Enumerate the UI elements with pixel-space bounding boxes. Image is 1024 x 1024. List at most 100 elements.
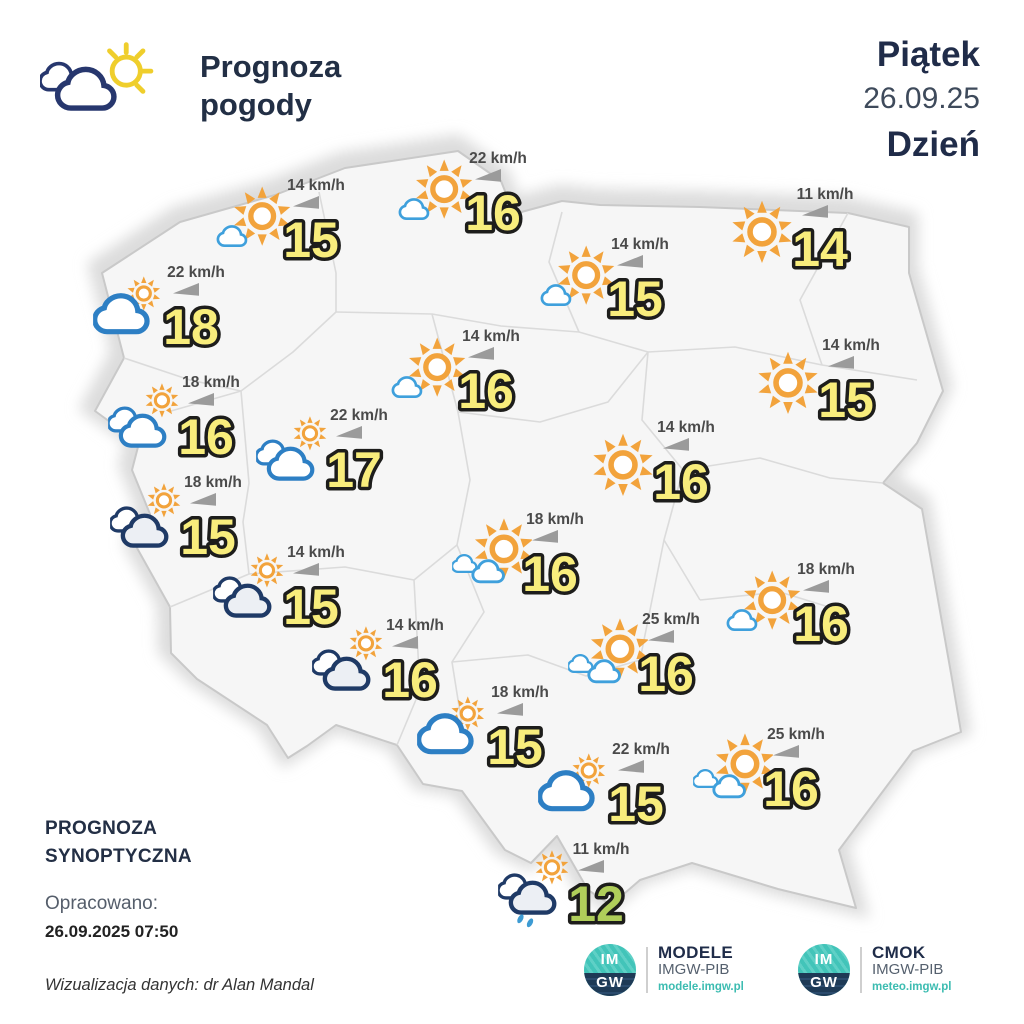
svg-text:18: 18 bbox=[163, 299, 219, 355]
svg-text:16: 16 bbox=[653, 454, 709, 510]
svg-text:16: 16 bbox=[522, 546, 578, 602]
prepared-datetime: 26.09.2025 07:50 bbox=[45, 922, 179, 941]
temperature-value: 16 bbox=[760, 758, 823, 821]
wind-speed-label: 14 km/h bbox=[462, 328, 520, 345]
wind-direction-arrow-icon bbox=[648, 630, 674, 643]
weather-station: 18 km/h 16 bbox=[723, 549, 893, 671]
imgw-monogram-im: IM bbox=[814, 951, 834, 968]
wind-direction-arrow-icon bbox=[475, 169, 501, 182]
wind-speed-label: 18 km/h bbox=[797, 561, 855, 578]
imgw-logo-icon: IM GW bbox=[798, 944, 850, 996]
temperature-value: 15 bbox=[604, 268, 667, 331]
svg-text:16: 16 bbox=[458, 363, 514, 419]
poland-outline bbox=[94, 150, 962, 909]
weather-station: 22 km/h 18 bbox=[93, 252, 263, 374]
temperature-value: 15 bbox=[605, 773, 668, 836]
temperature-value: 12 bbox=[565, 873, 628, 936]
day-name: Piątek bbox=[876, 35, 980, 74]
temperature-value: 16 bbox=[379, 649, 442, 712]
weather-station: 11 km/h 12 bbox=[498, 829, 668, 951]
weather-station: 22 km/h 15 bbox=[538, 729, 708, 851]
visualization-credit: Wizualizacja danych: dr Alan Mandal bbox=[45, 976, 314, 994]
weather-station: 11 km/h 14 bbox=[722, 174, 892, 296]
imgw-monogram-im: IM bbox=[600, 951, 620, 968]
logo-name: CMOK bbox=[872, 943, 926, 962]
svg-text:15: 15 bbox=[283, 579, 339, 635]
wind-direction-arrow-icon bbox=[663, 438, 689, 451]
weather-station: 14 km/h 16 bbox=[388, 316, 558, 438]
weather-station: 14 km/h 16 bbox=[583, 407, 753, 529]
weather-station: 22 km/h 16 bbox=[395, 138, 565, 260]
wind-speed-label: 22 km/h bbox=[612, 741, 670, 758]
wind-speed-label: 18 km/h bbox=[182, 374, 240, 391]
cmok-imgw-logo: IM GW CMOK IMGW-PIB meteo.imgw.pl bbox=[798, 944, 951, 996]
weather-station: 25 km/h 16 bbox=[693, 714, 863, 836]
weather-station: 18 km/h 15 bbox=[110, 462, 280, 584]
wind-direction-arrow-icon bbox=[578, 860, 604, 873]
logo-name: MODELE bbox=[658, 943, 734, 962]
logo-url: modele.imgw.pl bbox=[658, 981, 744, 993]
forecast-date-block: Piątek 26.09.25 Dzień bbox=[863, 34, 980, 168]
logo-divider bbox=[646, 947, 648, 993]
temperature-value: 16 bbox=[650, 451, 713, 514]
weather-station: 14 km/h 16 bbox=[312, 605, 482, 727]
temperature-value: 15 bbox=[815, 369, 878, 432]
weather-station: 14 km/h 15 bbox=[537, 224, 707, 346]
svg-text:15: 15 bbox=[607, 271, 663, 327]
temperature-value: 15 bbox=[280, 209, 343, 272]
svg-text:16: 16 bbox=[793, 596, 849, 652]
wind-speed-label: 25 km/h bbox=[767, 726, 825, 743]
wind-speed-label: 14 km/h bbox=[657, 419, 715, 436]
wind-speed-label: 22 km/h bbox=[167, 264, 225, 281]
wind-direction-arrow-icon bbox=[336, 426, 362, 439]
wind-speed-label: 18 km/h bbox=[491, 684, 549, 701]
wind-direction-arrow-icon bbox=[617, 255, 643, 268]
wind-speed-label: 14 km/h bbox=[611, 236, 669, 253]
weather-station: 18 km/h 16 bbox=[452, 499, 622, 621]
page-title-line1: Prognoza bbox=[200, 49, 342, 84]
svg-text:16: 16 bbox=[763, 761, 819, 817]
temperature-value: 16 bbox=[519, 543, 582, 606]
page-title: Prognoza pogody bbox=[200, 48, 341, 124]
logo-url: meteo.imgw.pl bbox=[872, 981, 952, 993]
wind-direction-arrow-icon bbox=[293, 563, 319, 576]
temperature-value: 16 bbox=[462, 182, 525, 245]
svg-text:16: 16 bbox=[638, 646, 694, 702]
temperature-value: 16 bbox=[790, 593, 853, 656]
wind-direction-arrow-icon bbox=[293, 196, 319, 209]
svg-text:12: 12 bbox=[568, 876, 624, 932]
wind-speed-label: 18 km/h bbox=[526, 511, 584, 528]
weather-station: 18 km/h 15 bbox=[417, 672, 587, 794]
logo-org: IMGW-PIB bbox=[658, 961, 730, 978]
weather-station: 22 km/h 17 bbox=[256, 395, 426, 517]
wind-speed-label: 18 km/h bbox=[184, 474, 242, 491]
forecast-type-line1: PROGNOZA bbox=[45, 818, 158, 839]
weather-station: 14 km/h 15 bbox=[213, 532, 383, 654]
wind-speed-label: 14 km/h bbox=[287, 177, 345, 194]
wind-speed-label: 14 km/h bbox=[822, 337, 880, 354]
forecast-date: 26.09.25 bbox=[863, 82, 980, 115]
wind-direction-arrow-icon bbox=[188, 393, 214, 406]
svg-text:16: 16 bbox=[178, 409, 234, 465]
temperature-value: 16 bbox=[635, 643, 698, 706]
wind-speed-label: 14 km/h bbox=[287, 544, 345, 561]
temperature-value: 15 bbox=[484, 716, 547, 779]
svg-text:14: 14 bbox=[792, 221, 848, 277]
wind-direction-arrow-icon bbox=[497, 703, 523, 716]
temperature-value: 15 bbox=[280, 576, 343, 639]
wind-speed-label: 22 km/h bbox=[330, 407, 388, 424]
wind-direction-arrow-icon bbox=[803, 580, 829, 593]
temperature-value: 16 bbox=[455, 360, 518, 423]
weather-station: 18 km/h 16 bbox=[108, 362, 278, 484]
wind-speed-label: 11 km/h bbox=[572, 841, 630, 858]
wind-direction-arrow-icon bbox=[618, 760, 644, 773]
weather-station: 14 km/h 15 bbox=[748, 325, 918, 447]
svg-text:15: 15 bbox=[608, 776, 664, 832]
logo-divider bbox=[860, 947, 862, 993]
imgw-monogram-gw: GW bbox=[798, 973, 850, 996]
wind-speed-label: 22 km/h bbox=[469, 150, 527, 167]
wind-direction-arrow-icon bbox=[532, 530, 558, 543]
svg-text:17: 17 bbox=[326, 442, 382, 498]
